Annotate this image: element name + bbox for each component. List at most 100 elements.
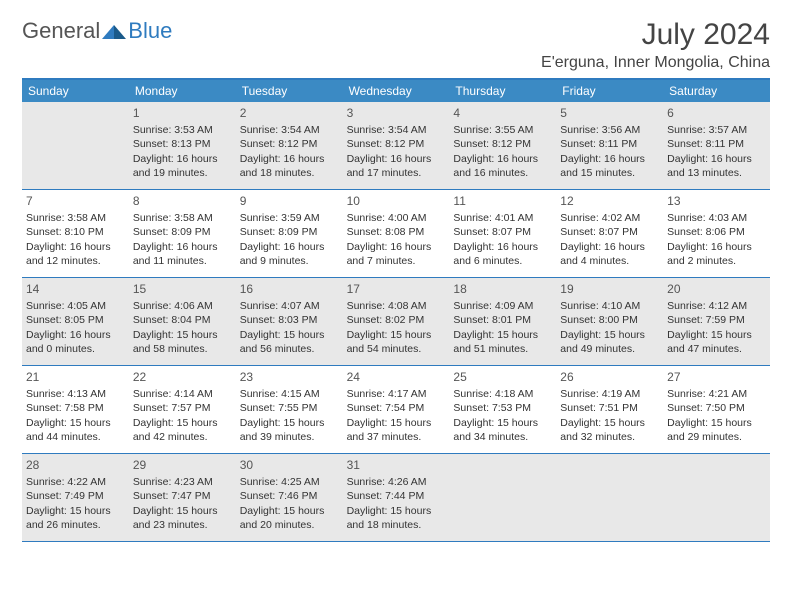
d1-text: Daylight: 16 hours [347, 240, 446, 254]
calendar-grid: SundayMondayTuesdayWednesdayThursdayFrid… [22, 78, 770, 542]
day-number: 21 [26, 369, 125, 385]
day-cell: 8Sunrise: 3:58 AMSunset: 8:09 PMDaylight… [129, 190, 236, 278]
day-cell [663, 454, 770, 542]
sunset-text: Sunset: 7:57 PM [133, 401, 232, 415]
day-cell [449, 454, 556, 542]
sunset-text: Sunset: 8:03 PM [240, 313, 339, 327]
d1-text: Daylight: 16 hours [667, 240, 766, 254]
day-cell [22, 102, 129, 190]
day-cell: 14Sunrise: 4:05 AMSunset: 8:05 PMDayligh… [22, 278, 129, 366]
d2-text: and 56 minutes. [240, 342, 339, 356]
d1-text: Daylight: 15 hours [26, 416, 125, 430]
d2-text: and 13 minutes. [667, 166, 766, 180]
d2-text: and 54 minutes. [347, 342, 446, 356]
d2-text: and 44 minutes. [26, 430, 125, 444]
day-cell: 12Sunrise: 4:02 AMSunset: 8:07 PMDayligh… [556, 190, 663, 278]
day-number: 24 [347, 369, 446, 385]
sunset-text: Sunset: 8:12 PM [453, 137, 552, 151]
sunrise-text: Sunrise: 4:26 AM [347, 475, 446, 489]
sunset-text: Sunset: 7:44 PM [347, 489, 446, 503]
day-number: 8 [133, 193, 232, 209]
d2-text: and 6 minutes. [453, 254, 552, 268]
d1-text: Daylight: 16 hours [453, 240, 552, 254]
d2-text: and 18 minutes. [240, 166, 339, 180]
sunrise-text: Sunrise: 4:08 AM [347, 299, 446, 313]
day-cell: 11Sunrise: 4:01 AMSunset: 8:07 PMDayligh… [449, 190, 556, 278]
day-cell: 28Sunrise: 4:22 AMSunset: 7:49 PMDayligh… [22, 454, 129, 542]
sunset-text: Sunset: 8:11 PM [667, 137, 766, 151]
sunset-text: Sunset: 7:50 PM [667, 401, 766, 415]
d1-text: Daylight: 16 hours [560, 240, 659, 254]
weekday-header: Monday [129, 80, 236, 102]
day-cell: 24Sunrise: 4:17 AMSunset: 7:54 PMDayligh… [343, 366, 450, 454]
sunrise-text: Sunrise: 4:22 AM [26, 475, 125, 489]
day-number: 10 [347, 193, 446, 209]
d1-text: Daylight: 15 hours [453, 328, 552, 342]
weekday-header: Thursday [449, 80, 556, 102]
d1-text: Daylight: 15 hours [133, 328, 232, 342]
day-number: 11 [453, 193, 552, 209]
d2-text: and 58 minutes. [133, 342, 232, 356]
d2-text: and 34 minutes. [453, 430, 552, 444]
sunrise-text: Sunrise: 3:57 AM [667, 123, 766, 137]
d1-text: Daylight: 15 hours [667, 416, 766, 430]
weekday-header: Saturday [663, 80, 770, 102]
sunset-text: Sunset: 7:46 PM [240, 489, 339, 503]
d1-text: Daylight: 15 hours [347, 416, 446, 430]
day-number: 15 [133, 281, 232, 297]
day-number: 27 [667, 369, 766, 385]
sunrise-text: Sunrise: 4:00 AM [347, 211, 446, 225]
d1-text: Daylight: 15 hours [133, 416, 232, 430]
day-cell: 7Sunrise: 3:58 AMSunset: 8:10 PMDaylight… [22, 190, 129, 278]
d2-text: and 20 minutes. [240, 518, 339, 532]
sunrise-text: Sunrise: 4:17 AM [347, 387, 446, 401]
sunrise-text: Sunrise: 4:23 AM [133, 475, 232, 489]
sunrise-text: Sunrise: 4:09 AM [453, 299, 552, 313]
d2-text: and 16 minutes. [453, 166, 552, 180]
sunset-text: Sunset: 8:06 PM [667, 225, 766, 239]
sunrise-text: Sunrise: 4:01 AM [453, 211, 552, 225]
d1-text: Daylight: 15 hours [240, 328, 339, 342]
d2-text: and 4 minutes. [560, 254, 659, 268]
sunset-text: Sunset: 8:08 PM [347, 225, 446, 239]
header: General Blue July 2024 E'erguna, Inner M… [22, 18, 770, 72]
day-number: 5 [560, 105, 659, 121]
logo: General Blue [22, 18, 172, 44]
day-cell: 27Sunrise: 4:21 AMSunset: 7:50 PMDayligh… [663, 366, 770, 454]
d1-text: Daylight: 15 hours [453, 416, 552, 430]
day-cell: 21Sunrise: 4:13 AMSunset: 7:58 PMDayligh… [22, 366, 129, 454]
sunset-text: Sunset: 8:07 PM [560, 225, 659, 239]
day-number: 4 [453, 105, 552, 121]
d2-text: and 18 minutes. [347, 518, 446, 532]
day-number: 20 [667, 281, 766, 297]
sunset-text: Sunset: 7:51 PM [560, 401, 659, 415]
sunrise-text: Sunrise: 3:54 AM [347, 123, 446, 137]
d1-text: Daylight: 16 hours [240, 152, 339, 166]
d1-text: Daylight: 16 hours [667, 152, 766, 166]
day-number: 28 [26, 457, 125, 473]
sunset-text: Sunset: 8:12 PM [240, 137, 339, 151]
sunrise-text: Sunrise: 4:12 AM [667, 299, 766, 313]
day-number: 9 [240, 193, 339, 209]
day-cell: 17Sunrise: 4:08 AMSunset: 8:02 PMDayligh… [343, 278, 450, 366]
d1-text: Daylight: 16 hours [560, 152, 659, 166]
d2-text: and 0 minutes. [26, 342, 125, 356]
d1-text: Daylight: 15 hours [347, 504, 446, 518]
day-number: 19 [560, 281, 659, 297]
day-number: 1 [133, 105, 232, 121]
d1-text: Daylight: 16 hours [133, 240, 232, 254]
day-number: 17 [347, 281, 446, 297]
d1-text: Daylight: 15 hours [133, 504, 232, 518]
day-cell: 13Sunrise: 4:03 AMSunset: 8:06 PMDayligh… [663, 190, 770, 278]
d2-text: and 47 minutes. [667, 342, 766, 356]
sunrise-text: Sunrise: 3:54 AM [240, 123, 339, 137]
sunset-text: Sunset: 8:05 PM [26, 313, 125, 327]
d1-text: Daylight: 16 hours [26, 240, 125, 254]
d2-text: and 49 minutes. [560, 342, 659, 356]
sunrise-text: Sunrise: 4:07 AM [240, 299, 339, 313]
logo-triangle-icon [102, 23, 126, 39]
weekday-header: Tuesday [236, 80, 343, 102]
sunset-text: Sunset: 7:49 PM [26, 489, 125, 503]
sunset-text: Sunset: 8:09 PM [240, 225, 339, 239]
d1-text: Daylight: 15 hours [347, 328, 446, 342]
